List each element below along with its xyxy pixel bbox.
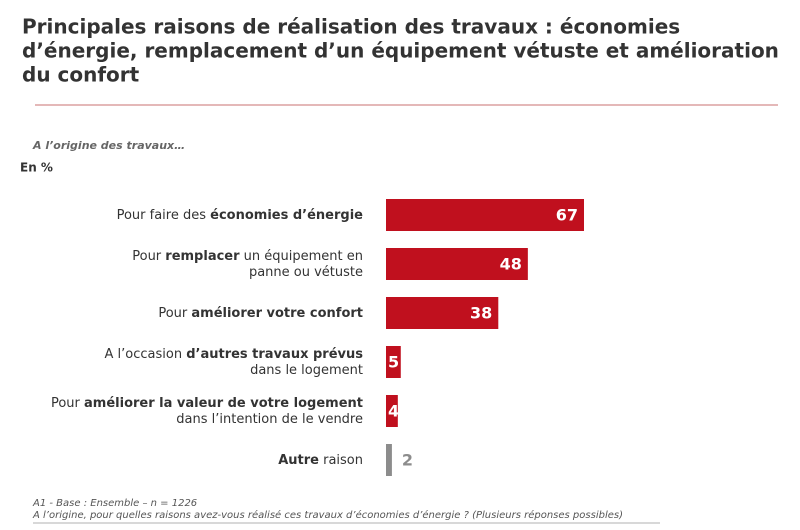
- chart-title: Principales raisons de réalisation des t…: [22, 15, 680, 39]
- value-label: 5: [388, 353, 399, 372]
- category-text: Pour: [132, 249, 165, 264]
- category-text: remplacer: [165, 249, 240, 264]
- bar: [386, 444, 392, 476]
- category-label: Pour améliorer votre confort: [158, 306, 363, 321]
- category-text: Pour faire des: [117, 208, 211, 223]
- bar: [386, 248, 528, 280]
- category-text: A l’occasion: [105, 347, 187, 362]
- value-label: 67: [556, 206, 578, 225]
- category-text: Pour: [158, 306, 191, 321]
- bar: [386, 297, 499, 329]
- category-label: Autre raison: [278, 453, 363, 468]
- category-label: Pour améliorer la valeur de votre logeme…: [51, 396, 363, 411]
- category-label: dans l’intention de le vendre: [176, 412, 363, 427]
- category-text: Autre: [278, 453, 319, 468]
- category-text: d’autres travaux prévus: [186, 347, 363, 362]
- bar: [386, 199, 584, 231]
- category-label: Pour faire des économies d’énergie: [117, 208, 364, 223]
- value-label: 2: [402, 451, 413, 470]
- category-text: dans le logement: [250, 363, 363, 378]
- unit-label: En %: [20, 161, 53, 175]
- category-label: panne ou vétuste: [249, 265, 363, 280]
- category-text: dans l’intention de le vendre: [176, 412, 363, 427]
- category-text: économies d’énergie: [210, 208, 363, 223]
- category-text: un équipement en: [240, 249, 363, 264]
- category-label: Pour remplacer un équipement en: [132, 249, 363, 264]
- footnote: A1 - Base : Ensemble – n = 1226: [32, 498, 197, 509]
- subtitle: A l’origine des travaux…: [32, 139, 185, 152]
- footnote: A l’origine, pour quelles raisons avez-v…: [32, 509, 623, 521]
- value-label: 48: [500, 255, 522, 274]
- chart-title: du confort: [22, 63, 140, 87]
- category-label: dans le logement: [250, 363, 363, 378]
- value-label: 38: [470, 304, 492, 323]
- bar: [386, 395, 398, 427]
- category-text: raison: [319, 453, 363, 468]
- category-text: Pour: [51, 396, 84, 411]
- category-label: A l’occasion d’autres travaux prévus: [105, 347, 364, 362]
- category-text: améliorer votre confort: [191, 306, 363, 321]
- category-text: panne ou vétuste: [249, 265, 363, 280]
- chart-title: d’énergie, remplacement d’un équipement …: [22, 39, 779, 63]
- bar: [386, 346, 401, 378]
- value-label: 4: [388, 402, 399, 421]
- category-text: améliorer la valeur de votre logement: [84, 396, 363, 411]
